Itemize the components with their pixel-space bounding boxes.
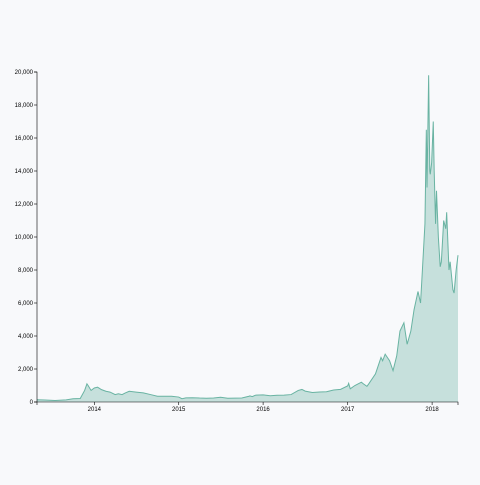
series-line <box>36 75 459 402</box>
y-tick-label: 0 <box>30 400 34 406</box>
y-tick-label: 18,000 <box>15 103 34 109</box>
y-tick-label: 10,000 <box>15 235 34 241</box>
x-tick-label: 2014 <box>88 407 102 413</box>
x-axis-line <box>36 401 459 405</box>
x-tick-label: 2018 <box>425 407 439 413</box>
y-tick-label: 12,000 <box>15 202 34 208</box>
area-fill <box>37 75 458 403</box>
y-tick-label: 14,000 <box>15 169 34 175</box>
y-tick-label: 2,000 <box>18 367 34 373</box>
x-axis: 2014 2015 2016 2017 2018 <box>36 401 459 413</box>
y-tick-label: 16,000 <box>15 136 34 142</box>
y-tick-label: 20,000 <box>15 70 34 76</box>
y-tick-label: 6,000 <box>18 301 34 307</box>
y-tick-label: 4,000 <box>18 334 34 340</box>
x-tick-label: 2015 <box>172 407 186 413</box>
x-tick-label: 2016 <box>256 407 270 413</box>
x-tick-label: 2017 <box>341 407 355 413</box>
y-tick-label: 8,000 <box>18 268 34 274</box>
y-axis: 0 2,000 4,000 6,000 8,000 10,000 12,000 14,000 1… <box>15 70 38 406</box>
